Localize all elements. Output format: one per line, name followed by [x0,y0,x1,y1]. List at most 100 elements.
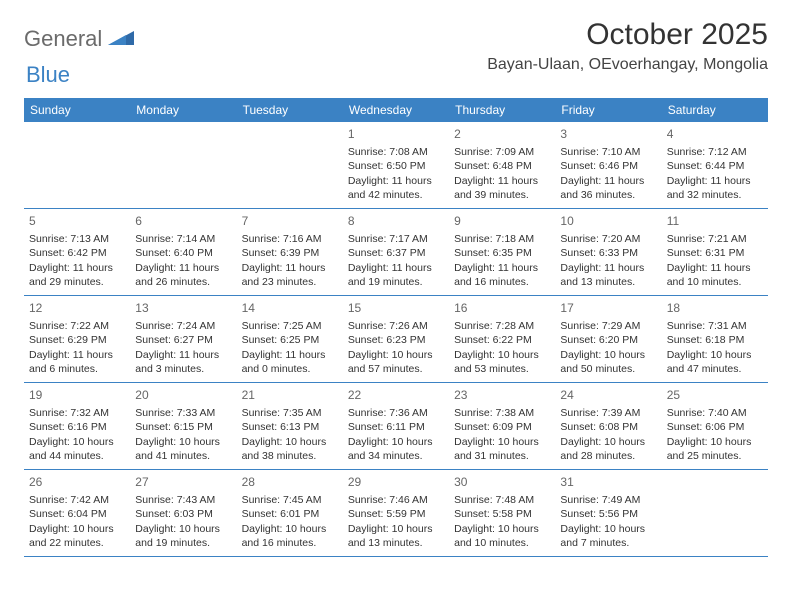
daylight-text: and 32 minutes. [667,188,763,202]
sunrise-text: Sunrise: 7:08 AM [348,145,444,159]
day-number: 13 [135,300,231,316]
day-cell: 17Sunrise: 7:29 AMSunset: 6:20 PMDayligh… [555,296,661,382]
daylight-text: and 31 minutes. [454,449,550,463]
daylight-text: and 22 minutes. [29,536,125,550]
daylight-text: and 29 minutes. [29,275,125,289]
sunset-text: Sunset: 5:58 PM [454,507,550,521]
day-number: 6 [135,213,231,229]
day-cell: 23Sunrise: 7:38 AMSunset: 6:09 PMDayligh… [449,383,555,469]
day-number: 27 [135,474,231,490]
sunset-text: Sunset: 6:11 PM [348,420,444,434]
sunset-text: Sunset: 6:48 PM [454,159,550,173]
daylight-text: and 16 minutes. [454,275,550,289]
daylight-text: and 0 minutes. [242,362,338,376]
day-number: 12 [29,300,125,316]
sunrise-text: Sunrise: 7:35 AM [242,406,338,420]
daylight-text: and 23 minutes. [242,275,338,289]
day-cell: 24Sunrise: 7:39 AMSunset: 6:08 PMDayligh… [555,383,661,469]
logo-text-general: General [24,26,102,52]
dow-wednesday: Wednesday [343,98,449,122]
daylight-text: Daylight: 11 hours [560,174,656,188]
dow-friday: Friday [555,98,661,122]
daylight-text: Daylight: 10 hours [560,522,656,536]
empty-cell [24,122,130,208]
day-number: 26 [29,474,125,490]
daylight-text: and 25 minutes. [667,449,763,463]
daylight-text: and 39 minutes. [454,188,550,202]
logo-triangle-icon [108,29,134,50]
sunset-text: Sunset: 6:06 PM [667,420,763,434]
sunset-text: Sunset: 6:46 PM [560,159,656,173]
daylight-text: and 7 minutes. [560,536,656,550]
daylight-text: and 19 minutes. [348,275,444,289]
dow-thursday: Thursday [449,98,555,122]
day-cell: 27Sunrise: 7:43 AMSunset: 6:03 PMDayligh… [130,470,236,556]
daylight-text: Daylight: 10 hours [135,435,231,449]
sunrise-text: Sunrise: 7:40 AM [667,406,763,420]
sunset-text: Sunset: 6:25 PM [242,333,338,347]
sunset-text: Sunset: 6:39 PM [242,246,338,260]
daylight-text: and 44 minutes. [29,449,125,463]
sunrise-text: Sunrise: 7:28 AM [454,319,550,333]
daylight-text: Daylight: 10 hours [242,522,338,536]
daylight-text: and 47 minutes. [667,362,763,376]
day-cell: 7Sunrise: 7:16 AMSunset: 6:39 PMDaylight… [237,209,343,295]
sunrise-text: Sunrise: 7:10 AM [560,145,656,159]
week-row: 12Sunrise: 7:22 AMSunset: 6:29 PMDayligh… [24,296,768,383]
sunset-text: Sunset: 6:13 PM [242,420,338,434]
sunset-text: Sunset: 6:03 PM [135,507,231,521]
sunset-text: Sunset: 6:29 PM [29,333,125,347]
daylight-text: Daylight: 11 hours [454,261,550,275]
daylight-text: Daylight: 10 hours [29,435,125,449]
daylight-text: and 16 minutes. [242,536,338,550]
daylight-text: Daylight: 10 hours [454,435,550,449]
daylight-text: Daylight: 11 hours [560,261,656,275]
day-number: 10 [560,213,656,229]
day-cell: 5Sunrise: 7:13 AMSunset: 6:42 PMDaylight… [24,209,130,295]
sunrise-text: Sunrise: 7:14 AM [135,232,231,246]
days-of-week-row: SundayMondayTuesdayWednesdayThursdayFrid… [24,98,768,122]
sunset-text: Sunset: 6:31 PM [667,246,763,260]
sunrise-text: Sunrise: 7:32 AM [29,406,125,420]
sunset-text: Sunset: 5:56 PM [560,507,656,521]
sunset-text: Sunset: 6:35 PM [454,246,550,260]
daylight-text: and 36 minutes. [560,188,656,202]
sunset-text: Sunset: 6:27 PM [135,333,231,347]
day-number: 8 [348,213,444,229]
daylight-text: Daylight: 10 hours [135,522,231,536]
daylight-text: and 19 minutes. [135,536,231,550]
sunrise-text: Sunrise: 7:48 AM [454,493,550,507]
sunrise-text: Sunrise: 7:24 AM [135,319,231,333]
day-cell: 22Sunrise: 7:36 AMSunset: 6:11 PMDayligh… [343,383,449,469]
sunrise-text: Sunrise: 7:31 AM [667,319,763,333]
day-cell: 16Sunrise: 7:28 AMSunset: 6:22 PMDayligh… [449,296,555,382]
daylight-text: and 6 minutes. [29,362,125,376]
sunrise-text: Sunrise: 7:17 AM [348,232,444,246]
sunset-text: Sunset: 6:50 PM [348,159,444,173]
day-cell: 26 Sunrise: 7:42 AMSunset: 6:04 PMDayligh… [24,470,130,556]
daylight-text: Daylight: 11 hours [348,261,444,275]
logo-text-blue: Blue [26,62,70,87]
sunset-text: Sunset: 5:59 PM [348,507,444,521]
sunrise-text: Sunrise: 7:29 AM [560,319,656,333]
daylight-text: Daylight: 11 hours [29,348,125,362]
sunset-text: Sunset: 6:40 PM [135,246,231,260]
daylight-text: Daylight: 10 hours [29,522,125,536]
sunrise-text: Sunrise: 7:42 AM [29,493,125,507]
sunrise-text: Sunrise: 7:33 AM [135,406,231,420]
day-cell: 8Sunrise: 7:17 AMSunset: 6:37 PMDaylight… [343,209,449,295]
month-title: October 2025 [487,18,768,52]
daylight-text: and 38 minutes. [242,449,338,463]
daylight-text: and 28 minutes. [560,449,656,463]
day-number: 2 [454,126,550,142]
sunset-text: Sunset: 6:20 PM [560,333,656,347]
logo: General [24,26,114,52]
daylight-text: Daylight: 11 hours [135,261,231,275]
sunset-text: Sunset: 6:04 PM [29,507,125,521]
empty-cell [662,470,768,556]
day-cell: 29Sunrise: 7:46 AMSunset: 5:59 PMDayligh… [343,470,449,556]
daylight-text: Daylight: 11 hours [667,261,763,275]
day-cell: 25Sunrise: 7:40 AMSunset: 6:06 PMDayligh… [662,383,768,469]
daylight-text: and 57 minutes. [348,362,444,376]
week-row: 1Sunrise: 7:08 AMSunset: 6:50 PMDaylight… [24,122,768,209]
